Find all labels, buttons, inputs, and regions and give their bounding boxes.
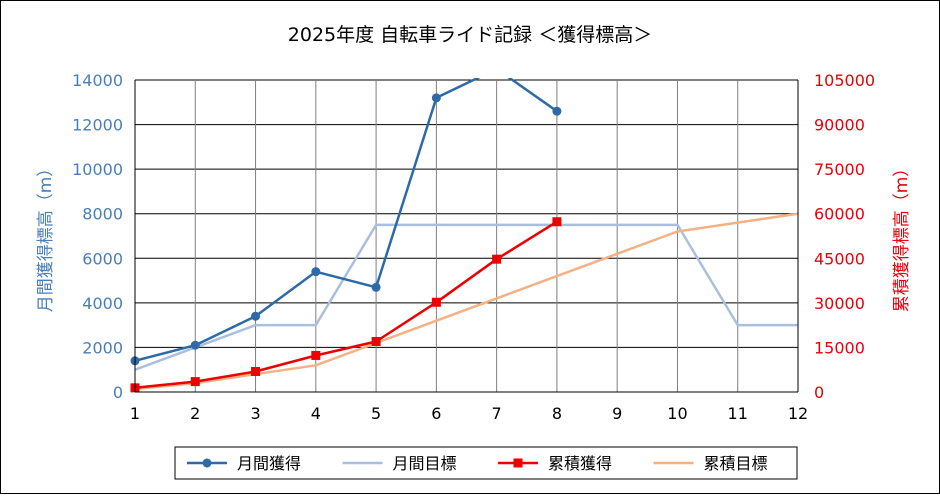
data-point: [492, 254, 502, 264]
x-tick-label: 7: [492, 404, 502, 423]
y-left-tick-label: 4000: [82, 294, 123, 313]
y-left-tick-label: 14000: [72, 71, 123, 90]
y-right-tick-label: 15000: [814, 338, 865, 357]
legend-marker: [202, 458, 212, 468]
y-right-tick-label: 90000: [814, 116, 865, 135]
legend: 月間獲得 月間目標 累積獲得 累積目標: [174, 446, 798, 480]
data-point: [371, 336, 381, 346]
x-tick-label: 10: [667, 404, 687, 423]
x-tick-label: 2: [190, 404, 200, 423]
data-point: [190, 340, 200, 350]
y-right-tick-label: 60000: [814, 205, 865, 224]
x-tick-label: 9: [612, 404, 622, 423]
data-point: [552, 217, 562, 227]
y-right-tick-label: 45000: [814, 249, 865, 268]
y-axis-right-label: 累積獲得標高（m）: [892, 160, 912, 313]
y-right-tick-label: 105000: [814, 71, 875, 90]
data-point: [311, 267, 321, 277]
series-layer: [130, 78, 798, 393]
chart-title: 2025年度 自転車ライド記録 ＜獲得標高＞: [288, 24, 652, 46]
legend-marker: [513, 458, 523, 468]
grid-lines: [134, 79, 799, 393]
data-point: [552, 106, 562, 116]
axes-layer: 0 2000 4000 6000 8000 10000 12000 14000 0 15000 30…: [72, 71, 875, 423]
y-left-tick-label: 2000: [82, 338, 123, 357]
x-tick-label: 11: [728, 404, 748, 423]
legend-label: 累積目標: [704, 454, 768, 473]
x-tick-label: 3: [250, 404, 260, 423]
data-point: [431, 93, 441, 103]
data-point: [431, 297, 441, 307]
y-left-tick-label: 6000: [82, 249, 123, 268]
y-axis-left-label: 月間獲得標高（m）: [36, 160, 56, 313]
data-point: [251, 311, 261, 321]
y-right-tick-label: 0: [814, 383, 824, 402]
series-line: [135, 212, 798, 391]
y-left-tick-label: 8000: [82, 205, 123, 224]
series-line: [135, 223, 798, 371]
y-right-tick-label: 30000: [814, 294, 865, 313]
data-point: [311, 350, 321, 360]
y-left-tick-label: 10000: [72, 160, 123, 179]
series-line: [135, 78, 558, 363]
x-tick-label: 12: [788, 404, 808, 423]
x-tick-label: 8: [552, 404, 562, 423]
legend-label: 月間目標: [393, 454, 457, 473]
x-tick-label: 1: [130, 404, 140, 423]
x-tick-label: 4: [311, 404, 321, 423]
data-point: [371, 282, 381, 292]
legend-label: 月間獲得: [237, 454, 301, 473]
legend-label: 累積獲得: [548, 454, 612, 473]
y-left-tick-label: 12000: [72, 116, 123, 135]
series-line: [135, 220, 558, 390]
y-left-tick-label: 0: [113, 383, 123, 402]
x-tick-label: 5: [371, 404, 381, 423]
y-right-tick-label: 75000: [814, 160, 865, 179]
data-point: [190, 377, 200, 387]
x-tick-label: 6: [431, 404, 441, 423]
data-point: [251, 366, 261, 376]
